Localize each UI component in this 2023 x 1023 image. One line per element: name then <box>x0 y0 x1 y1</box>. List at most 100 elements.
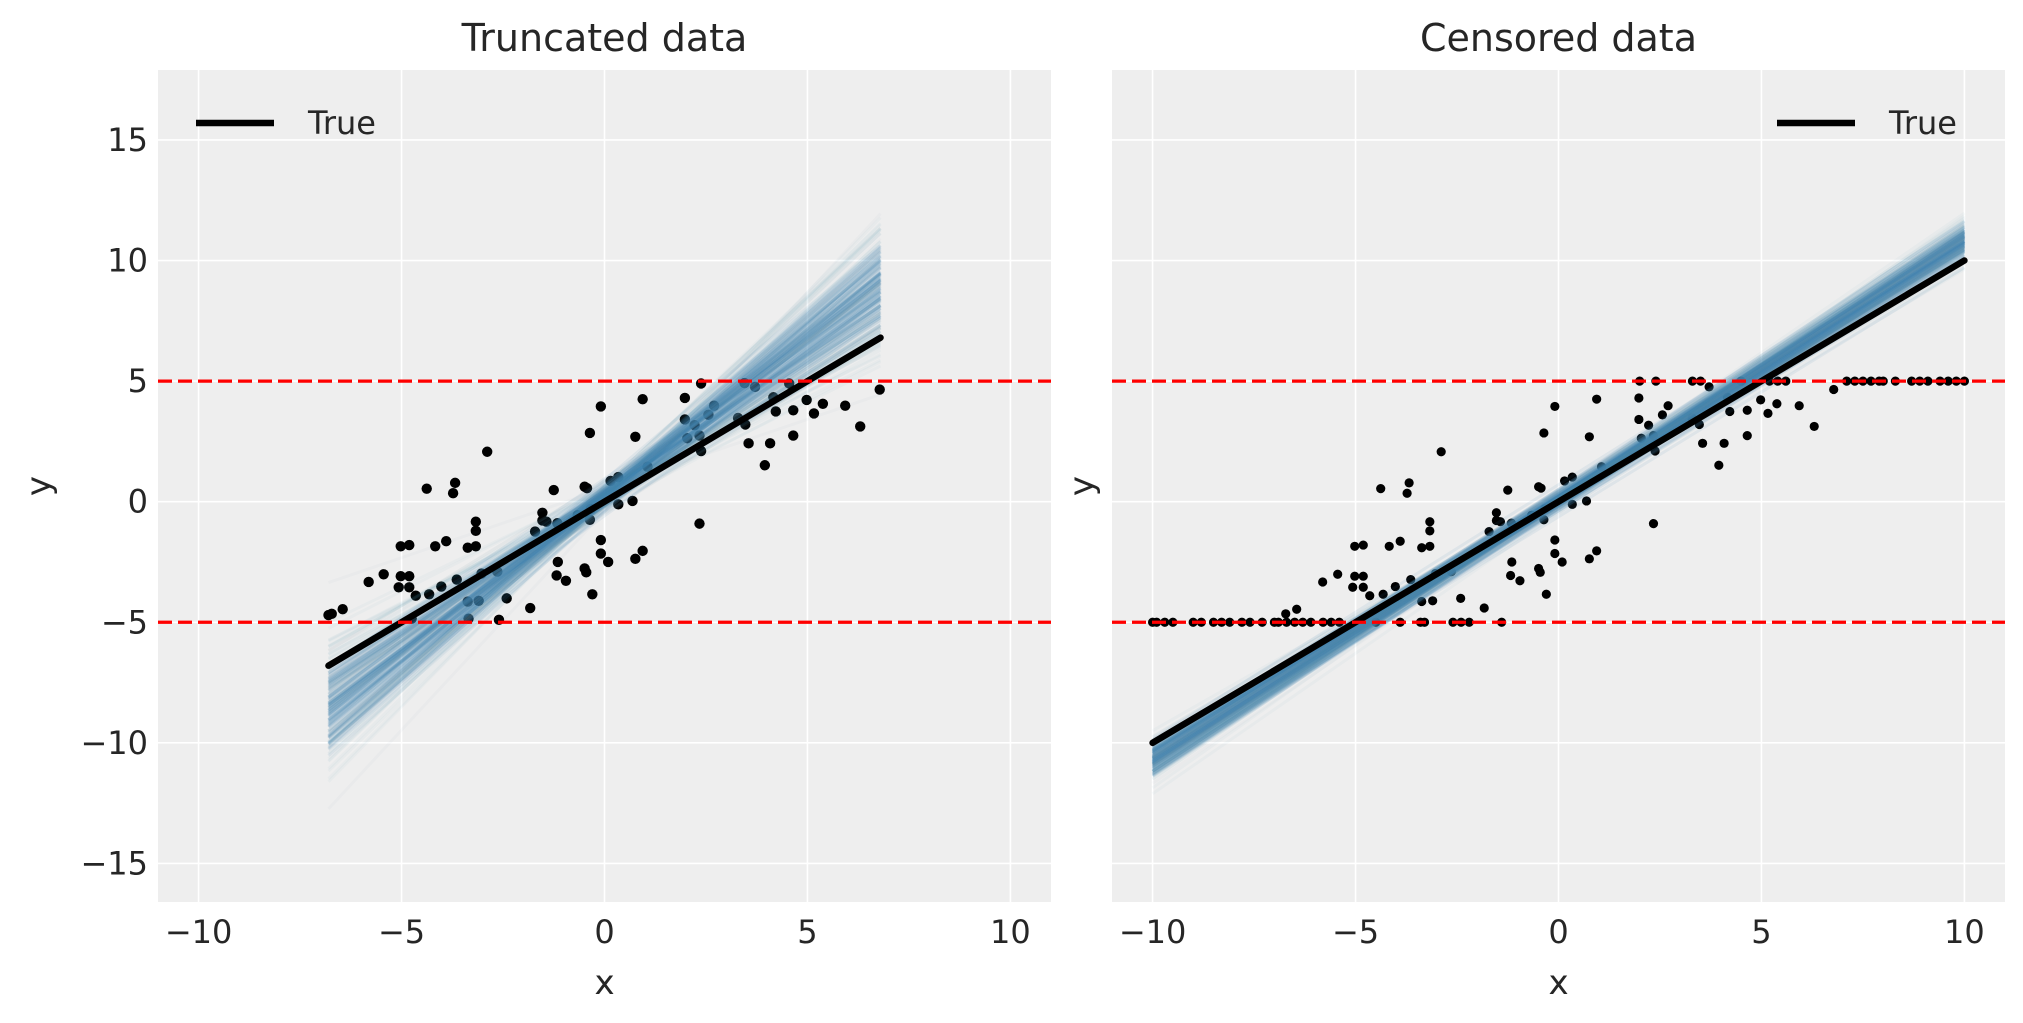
censored-point-high <box>1907 376 1917 386</box>
data-point <box>1756 395 1766 405</box>
data-point <box>1648 519 1659 529</box>
posterior-line <box>327 247 882 744</box>
data-point <box>473 595 484 606</box>
data-point <box>630 553 641 565</box>
data-point <box>1592 394 1602 404</box>
censored-point-high <box>1923 376 1933 386</box>
x-tick-label: −5 <box>378 913 425 951</box>
posterior-line <box>327 276 882 710</box>
data-point <box>470 516 482 527</box>
data-point <box>602 556 614 568</box>
data-point <box>1425 541 1435 551</box>
data-point <box>1515 576 1525 586</box>
posterior-line <box>327 282 882 706</box>
data-point <box>1567 472 1577 482</box>
y-tick-label: 5 <box>128 362 148 400</box>
posterior-line <box>1151 236 1966 757</box>
data-point <box>1404 478 1414 488</box>
data-point <box>642 461 653 472</box>
x-axis-label: x <box>1548 963 1568 1003</box>
posterior-line <box>1151 230 1966 766</box>
data-point <box>1425 526 1435 536</box>
posterior-line <box>327 260 882 718</box>
data-point <box>689 420 700 431</box>
posterior-line <box>327 281 882 707</box>
data-point <box>801 394 812 406</box>
y-tick-label: −5 <box>101 603 148 641</box>
posterior-line <box>1151 229 1966 766</box>
posterior-line <box>327 262 882 724</box>
posterior-line <box>327 304 882 709</box>
data-point <box>708 400 720 411</box>
posterior-line <box>1151 222 1966 767</box>
posterior-line <box>327 251 882 735</box>
posterior-line <box>327 316 882 666</box>
data-point <box>595 548 607 559</box>
posterior-line <box>1151 240 1966 753</box>
data-point <box>1390 581 1400 592</box>
data-point <box>595 401 607 412</box>
posterior-line <box>327 249 882 726</box>
data-point <box>404 582 415 593</box>
data-point <box>1714 460 1724 470</box>
posterior-line <box>1151 241 1966 754</box>
data-point <box>1584 432 1594 442</box>
posterior-line <box>327 270 882 743</box>
posterior-line <box>327 271 882 698</box>
posterior-line <box>1151 236 1966 757</box>
posterior-line <box>327 279 882 712</box>
posterior-line <box>327 290 882 705</box>
data-point <box>1809 421 1819 432</box>
data-point <box>1495 517 1506 527</box>
posterior-line <box>1151 229 1966 765</box>
posterior-line <box>327 269 882 714</box>
data-point <box>436 581 447 592</box>
data-point <box>430 541 441 552</box>
censored-point-high <box>1943 376 1953 386</box>
plot-area <box>323 244 885 757</box>
data-point <box>1350 541 1360 551</box>
x-tick-label: −10 <box>165 913 233 951</box>
data-point <box>855 421 866 432</box>
posterior-line <box>1151 224 1966 765</box>
data-point <box>449 477 461 489</box>
posterior-line <box>1151 232 1966 761</box>
posterior-line <box>327 266 882 712</box>
data-point <box>874 384 885 395</box>
posterior-line <box>327 258 882 728</box>
posterior-line <box>327 248 882 740</box>
censored-point-low <box>1326 617 1336 627</box>
posterior-line <box>1151 247 1966 766</box>
data-point <box>1507 557 1517 567</box>
posterior-line <box>327 255 882 737</box>
posterior-line <box>1151 237 1966 776</box>
posterior-line <box>327 316 882 716</box>
data-point <box>1567 499 1577 509</box>
censored-point-low <box>1225 617 1235 627</box>
posterior-line <box>1151 246 1966 766</box>
posterior-line <box>1151 245 1966 770</box>
data-point <box>1358 540 1368 550</box>
posterior-line <box>327 273 882 710</box>
truncated-panel: −10 −5 0 5 10 −15 −10 −5 0 5 10 15 Truncated data x y T… <box>19 16 1051 1003</box>
posterior-line <box>327 326 882 686</box>
data-point <box>840 400 851 411</box>
data-point <box>613 499 624 510</box>
posterior-line <box>327 274 882 721</box>
chart-title: Censored data <box>1420 16 1697 60</box>
data-point <box>1503 485 1513 495</box>
data-point <box>1550 401 1560 412</box>
data-point <box>1358 571 1368 581</box>
posterior-line <box>327 261 882 723</box>
posterior-line <box>1151 233 1966 758</box>
y-tick-label: 0 <box>128 483 148 521</box>
data-point <box>337 604 348 615</box>
data-point <box>637 393 648 405</box>
data-point <box>423 589 435 600</box>
posterior-line <box>327 271 882 718</box>
data-point <box>525 602 536 614</box>
posterior-line <box>327 271 882 712</box>
posterior-line <box>1151 225 1966 765</box>
posterior-line <box>327 262 882 757</box>
data-point <box>679 414 691 425</box>
